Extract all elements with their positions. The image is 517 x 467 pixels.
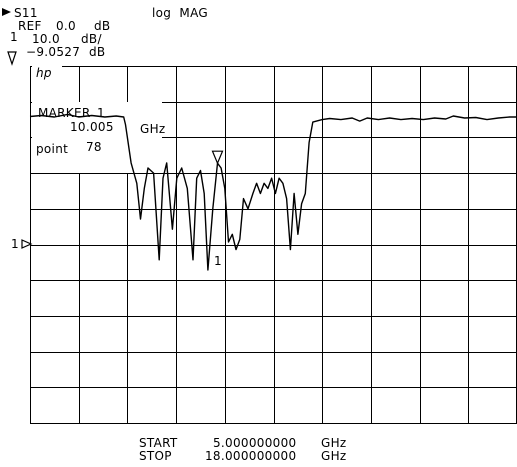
marker-box-point-value: 78 bbox=[86, 140, 102, 154]
marker-box-background bbox=[32, 102, 162, 173]
stop-value: 18.000000000 bbox=[205, 449, 297, 463]
header-marker-number: 1 bbox=[10, 30, 18, 44]
stop-label: STOP bbox=[139, 449, 172, 463]
start-label: START bbox=[139, 436, 178, 450]
header-marker-triangle bbox=[7, 51, 17, 66]
ref-unit: dB bbox=[94, 19, 111, 33]
ref-indicator-label: 1 bbox=[11, 237, 19, 251]
scale-value: 10.0 bbox=[32, 32, 60, 46]
logo-box-background bbox=[32, 66, 62, 82]
marker-readout-unit: dB bbox=[89, 45, 106, 59]
ref-label: REF bbox=[18, 19, 42, 33]
start-unit: GHz bbox=[321, 436, 347, 450]
format-label: log MAG bbox=[152, 6, 208, 20]
trace-marker-label: 1 bbox=[214, 254, 222, 268]
hp-logo: hp bbox=[36, 66, 52, 80]
ref-value: 0.0 bbox=[56, 19, 76, 33]
scale-unit: dB/ bbox=[81, 32, 102, 46]
marker-box-point-label: point bbox=[36, 142, 69, 156]
active-channel-arrow-icon bbox=[2, 8, 11, 16]
marker-box-number: 1 bbox=[97, 106, 105, 120]
trace-marker-triangle bbox=[211, 150, 224, 165]
graticule bbox=[30, 66, 517, 424]
stop-unit: GHz bbox=[321, 449, 347, 463]
marker-box-frequency: 10.005 bbox=[70, 120, 114, 134]
start-value: 5.000000000 bbox=[213, 436, 297, 450]
trace-line bbox=[29, 113, 517, 271]
marker-box-label: MARKER bbox=[38, 106, 91, 120]
marker-box-frequency-unit: GHz bbox=[140, 122, 166, 136]
marker-readout-value: −9.0527 bbox=[26, 45, 81, 59]
channel-label: S11 bbox=[14, 6, 38, 20]
ref-pointer-icon bbox=[21, 239, 33, 249]
